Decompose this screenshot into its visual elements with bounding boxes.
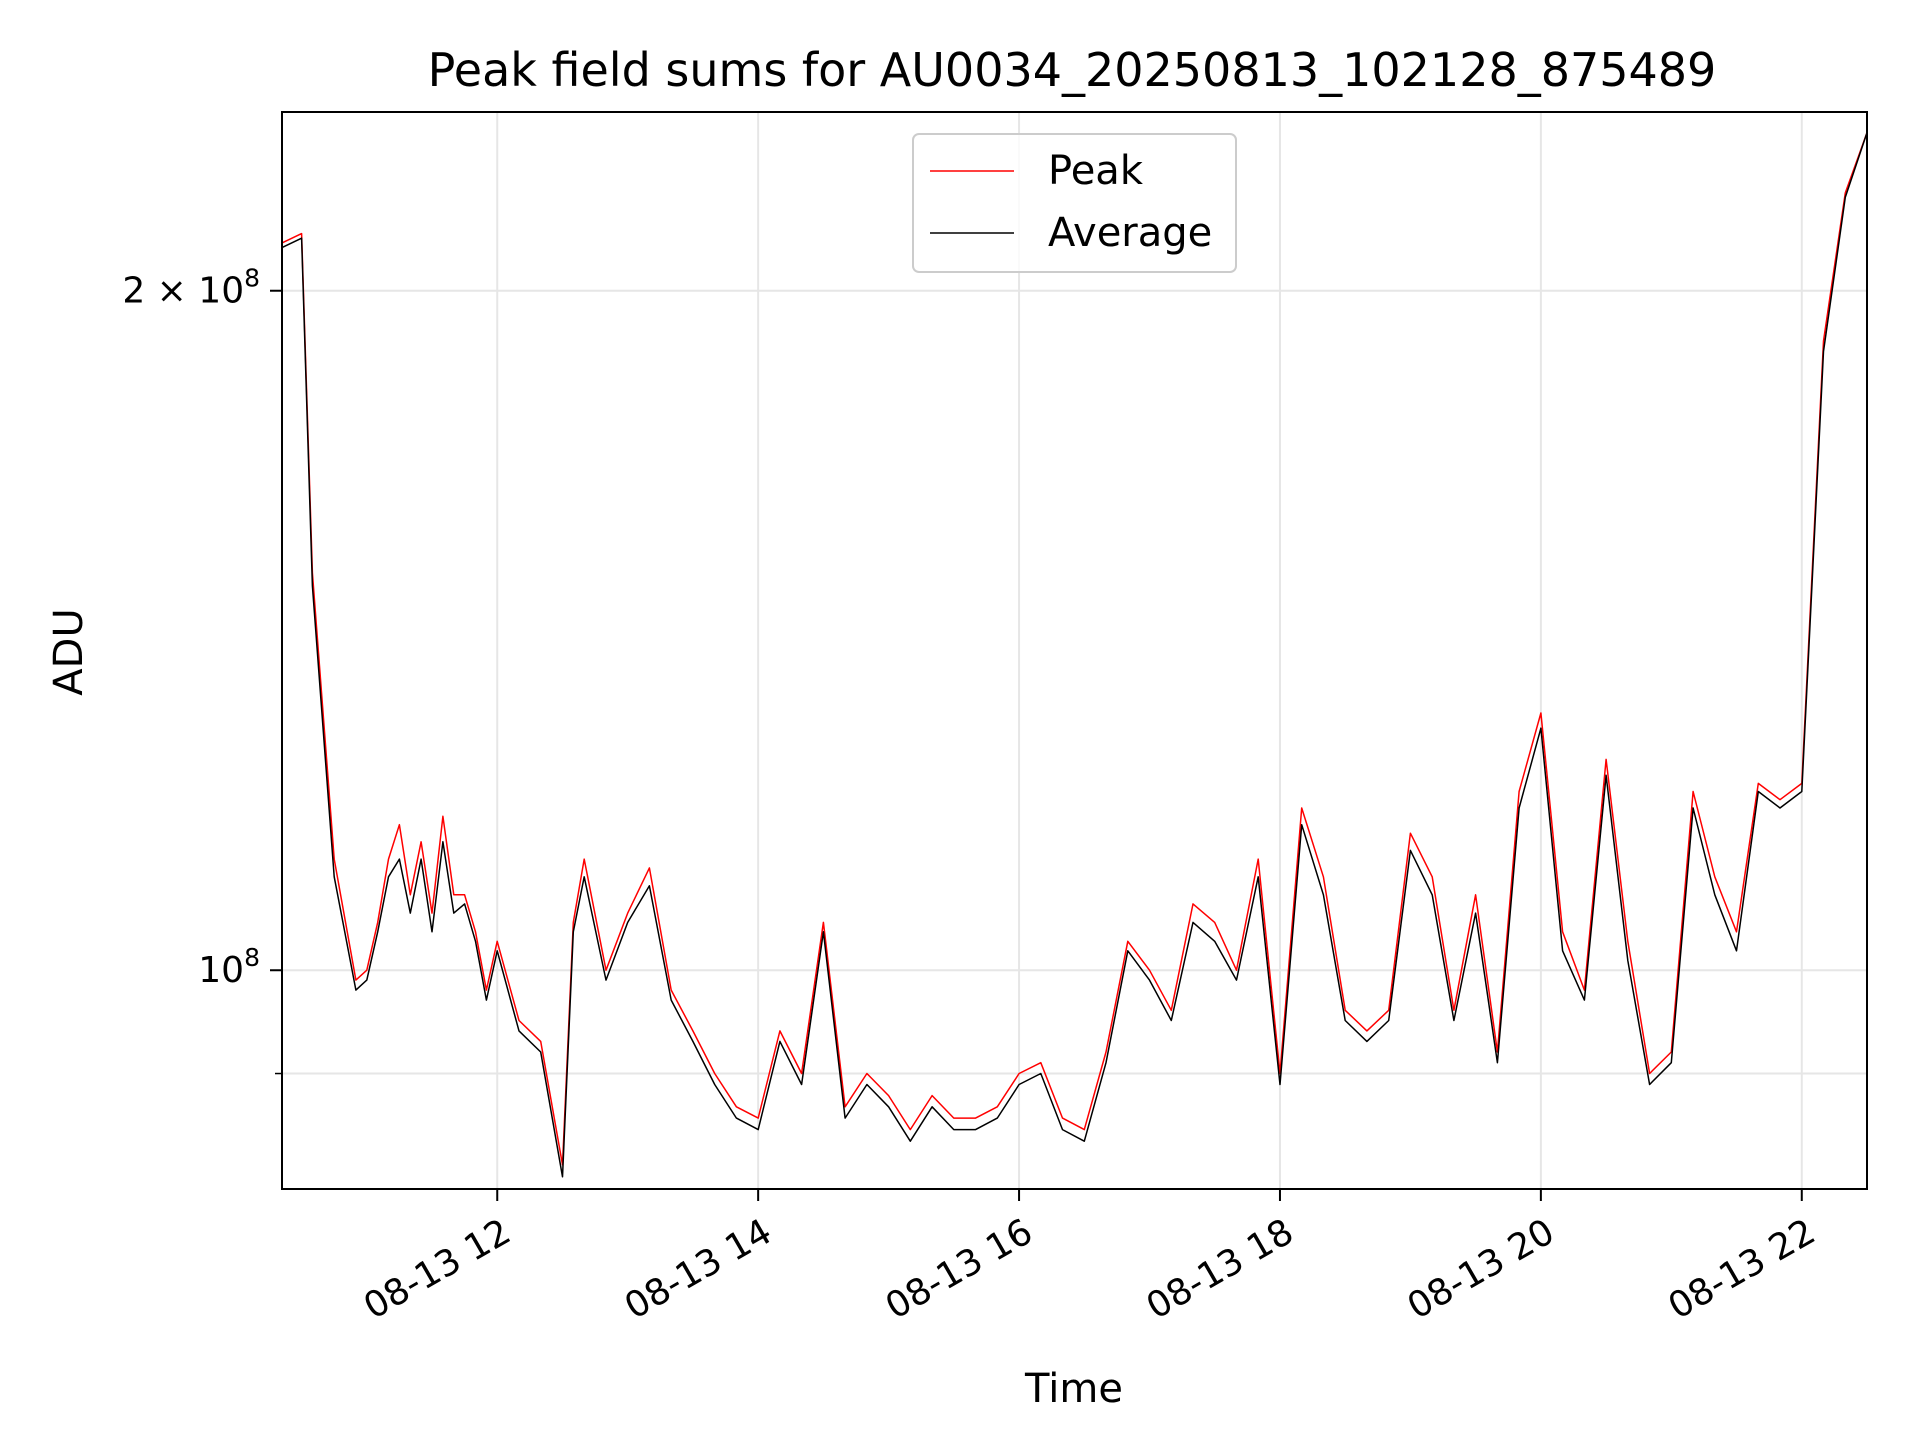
y-tick-label: 108 <box>198 943 260 991</box>
series-line-peak <box>281 132 1868 1166</box>
plot-background <box>282 112 1867 1189</box>
series-line-average <box>281 132 1868 1178</box>
legend-label-peak: Peak <box>1048 148 1144 194</box>
legend-box <box>912 133 1237 273</box>
legend-label-average: Average <box>1048 210 1212 256</box>
y-axis-label: ADU <box>46 608 92 695</box>
y-tick-label-exponent: 8 <box>244 943 260 972</box>
series-layer <box>281 132 1868 1178</box>
plot-area <box>281 111 1868 1190</box>
x-axis-label: Time <box>1024 1366 1123 1412</box>
y-tick-label-exponent: 8 <box>244 264 260 293</box>
y-tick-label: 2 × 108 <box>122 264 260 312</box>
chart-title: Peak field sums for AU0034_20250813_1021… <box>428 43 1717 97</box>
y-tick-label-base: 10 <box>198 950 244 991</box>
plot-frame <box>281 111 1868 1190</box>
y-tick-label-base: 2 × 10 <box>122 271 244 312</box>
legend: Peak Average <box>912 133 1237 273</box>
